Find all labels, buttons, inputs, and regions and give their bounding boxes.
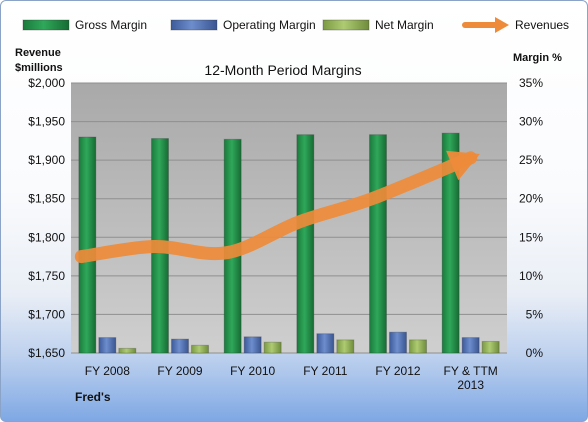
legend-swatch-gross-margin <box>22 19 70 31</box>
right-tick-label: 10% <box>519 269 543 283</box>
right-tick-label: 35% <box>519 76 543 90</box>
chart-title: 12-Month Period Margins <box>204 62 361 78</box>
right-axis-ticks: 0% 5% 10% 15% 20% 25% 30% 35% <box>519 76 543 360</box>
bar-gross-margin <box>296 134 315 354</box>
bar-net-margin <box>336 339 355 354</box>
bar-operating-margin <box>316 333 335 354</box>
plot-area <box>71 83 507 353</box>
bar-operating-margin <box>243 336 262 354</box>
bar-net-margin <box>481 340 500 354</box>
legend-label: Gross Margin <box>75 18 147 32</box>
legend-swatch-operating-margin <box>170 19 218 31</box>
bar-operating-margin <box>389 331 407 354</box>
left-tick-label: $1,900 <box>28 153 65 167</box>
revenue-line-path <box>74 151 478 264</box>
left-axis-ticks: $1,650 $1,700 $1,750 $1,800 $1,850 $1,900 $1,9… <box>28 76 65 360</box>
legend: Gross Margin Operating Margin Net Margin Re… <box>22 17 569 33</box>
left-tick-label: $1,750 <box>28 269 65 283</box>
bar-gross-margin <box>78 136 97 354</box>
bar-gross-margin <box>441 132 460 354</box>
category-label: FY & TTM 2013 <box>444 364 498 392</box>
left-tick-label: $1,850 <box>28 192 65 206</box>
left-tick-label: $1,800 <box>28 230 65 244</box>
bar-operating-margin <box>98 337 117 354</box>
right-tick-label: 15% <box>519 230 543 244</box>
company-name: Fred's <box>75 390 111 404</box>
bar-net-margin <box>263 341 282 354</box>
bar-net-margin <box>118 347 137 354</box>
left-tick-label: $1,950 <box>28 115 65 129</box>
right-tick-label: 30% <box>519 115 543 129</box>
gridlines <box>71 82 507 354</box>
bar-operating-margin <box>461 337 480 354</box>
bar-net-margin <box>191 344 209 354</box>
right-tick-label: 25% <box>519 153 543 167</box>
category-label: FY 2008 <box>85 364 130 378</box>
left-axis-label: Revenue $millions <box>15 47 64 74</box>
left-tick-label: $1,650 <box>28 346 65 360</box>
left-tick-label: $1,700 <box>28 307 65 321</box>
legend-label: Revenues <box>515 18 569 32</box>
bar-net-margin <box>409 339 427 354</box>
legend-swatch-net-margin <box>322 19 370 31</box>
legend-arrow-icon <box>495 17 509 33</box>
category-label: FY 2011 <box>303 364 348 378</box>
category-label: FY 2012 <box>375 364 420 378</box>
right-tick-label: 20% <box>519 192 543 206</box>
bar-operating-margin <box>171 338 189 354</box>
category-label: FY 2010 <box>230 364 275 378</box>
right-tick-label: 0% <box>526 346 544 360</box>
revenue-line <box>74 150 480 264</box>
bar-gross-margin <box>369 134 387 354</box>
revenue-arrowhead <box>446 150 480 181</box>
category-labels: FY 2008 FY 2009 FY 2010 FY 2011 FY 2012 FY & … <box>85 364 498 392</box>
category-label: FY 2009 <box>157 364 202 378</box>
left-tick-label: $2,000 <box>28 76 65 90</box>
legend-label: Net Margin <box>375 18 434 32</box>
right-axis-label: Margin % <box>513 52 562 64</box>
right-tick-label: 5% <box>526 307 544 321</box>
legend-label: Operating Margin <box>223 18 316 32</box>
